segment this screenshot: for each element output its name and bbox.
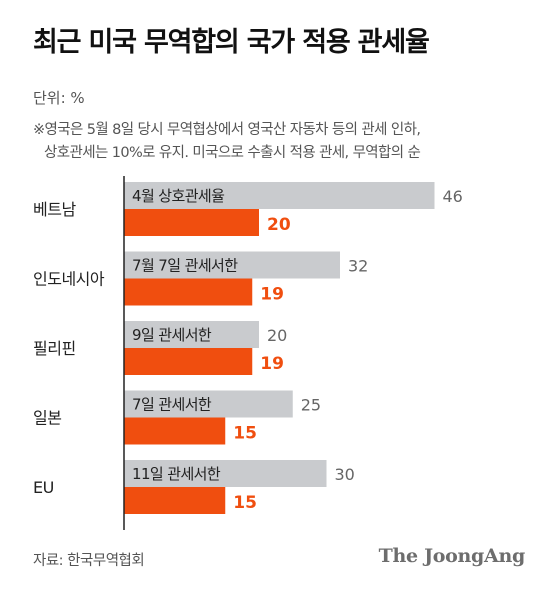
bar-orange xyxy=(124,348,253,375)
category-label: 베트남 xyxy=(33,200,76,219)
bar-gray xyxy=(124,321,259,348)
data-label-orange: 19 xyxy=(260,285,284,305)
source-label: 자료: 한국무역협회 xyxy=(33,553,145,569)
data-label-orange: 15 xyxy=(233,424,257,444)
data-label-orange: 15 xyxy=(233,493,257,513)
bar-inner-label: 11일 관세서한 xyxy=(132,465,221,483)
data-label-gray: 30 xyxy=(335,465,355,484)
category-label: 필리핀 xyxy=(33,339,76,358)
data-label-orange: 20 xyxy=(267,215,291,235)
bar-orange xyxy=(124,209,259,236)
bar-orange xyxy=(124,278,253,306)
category-label: 일본 xyxy=(33,409,61,428)
bar-gray xyxy=(124,460,327,487)
bar-orange xyxy=(124,417,226,445)
data-label-orange: 19 xyxy=(260,354,284,374)
bar-gray xyxy=(124,390,293,418)
bar-inner-label: 7일 관세서한 xyxy=(132,396,212,414)
publisher-logo: The JoongAng xyxy=(378,545,526,567)
footnote-line-2: 상호관세는 10%로 유지. 미국으로 수출시 적용 관세, 무역합의 순 xyxy=(44,145,421,161)
data-label-gray: 20 xyxy=(267,326,287,345)
data-label-gray: 32 xyxy=(348,257,368,276)
data-label-gray: 46 xyxy=(443,187,463,206)
bar-inner-label: 7월 7일 관세서한 xyxy=(132,257,238,275)
bar-inner-label: 9일 관세서한 xyxy=(132,326,212,344)
category-label: 인도네시아 xyxy=(33,270,105,289)
unit-label: 단위: % xyxy=(33,89,85,107)
category-label: EU xyxy=(33,478,54,497)
data-label-gray: 25 xyxy=(301,396,321,415)
chart-title: 최근 미국 무역합의 국가 적용 관세율 xyxy=(33,27,430,58)
footnote-line-1: ※영국은 5월 8일 당시 무역협상에서 영국산 자동차 등의 관세 인하, xyxy=(33,122,421,138)
bar-orange xyxy=(124,487,226,514)
bar-gray xyxy=(124,182,435,209)
bar-inner-label: 4월 상호관세율 xyxy=(132,187,224,205)
bar-gray xyxy=(124,251,340,279)
